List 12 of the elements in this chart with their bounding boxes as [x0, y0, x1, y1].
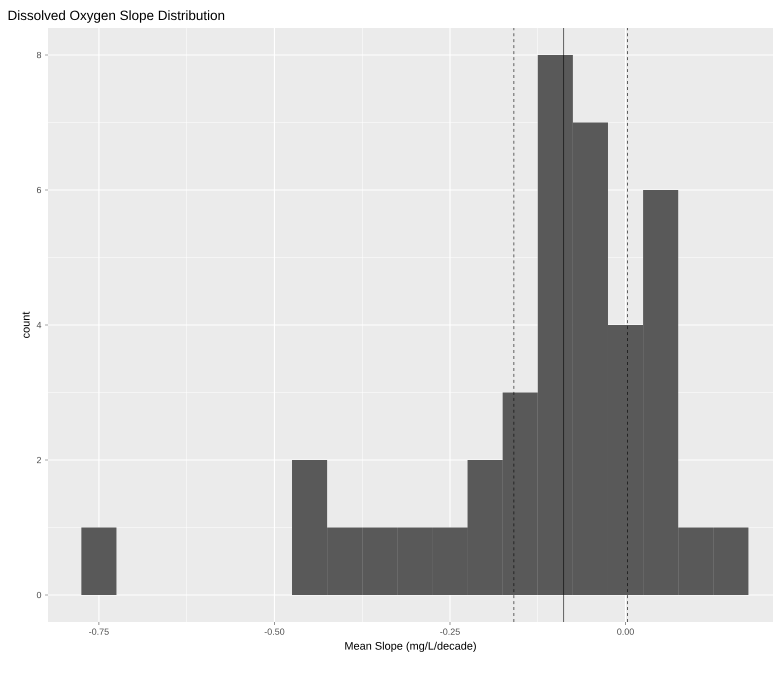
x-tick-label: 0.00 [617, 628, 634, 635]
y-tick-label: 0 [36, 592, 42, 598]
y-tick-label: 2 [36, 456, 42, 464]
x-tick-label: -0.50 [264, 628, 284, 635]
y-tick-label: 8 [36, 52, 42, 58]
y-axis-title: count [22, 312, 30, 338]
y-tick-label: 4 [36, 322, 42, 328]
chart-title: Dissolved Oxygen Slope Distribution [8, 10, 224, 23]
x-tick-label: -0.75 [89, 628, 109, 635]
y-tick-label: 6 [36, 186, 42, 194]
x-axis-title: Mean Slope (mg/L/decade) [345, 642, 476, 652]
x-tick-label: -0.25 [440, 628, 460, 635]
